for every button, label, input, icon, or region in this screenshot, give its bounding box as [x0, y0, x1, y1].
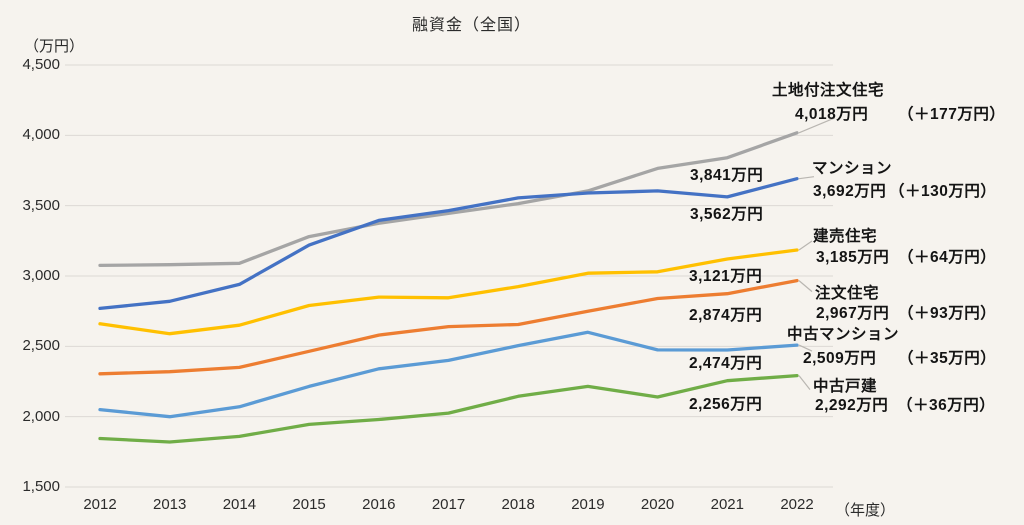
- series-label-chumon: 注文住宅: [815, 285, 880, 302]
- series-diff-chuko-kodate: （＋36万円）: [897, 397, 996, 414]
- series-diff-chuko-mansion: （＋35万円）: [898, 350, 997, 367]
- series-2022-value-tochitsuki: 4,018万円: [795, 106, 869, 123]
- x-tick-label: 2017: [431, 496, 466, 513]
- series-diff-chumon: （＋93万円）: [898, 305, 997, 322]
- series-2022-value-chumon: 2,967万円: [816, 305, 890, 322]
- series-line-マンション: [98, 177, 799, 311]
- series-line-注文住宅: [98, 278, 799, 376]
- y-axis-unit-label: （万円）: [24, 38, 85, 55]
- y-tick-label: 2,000: [22, 407, 60, 425]
- x-tick-label: 2022: [780, 496, 814, 513]
- x-axis-unit-label: （年度）: [835, 502, 896, 519]
- series-2022-value-mansion: 3,692万円: [813, 183, 887, 200]
- series-label-chuko-kodate: 中古戸建: [813, 378, 878, 395]
- y-tick-label: 2,500: [22, 337, 60, 355]
- annotation-leader-line: [798, 280, 813, 293]
- x-tick-label: 2021: [710, 496, 744, 513]
- x-tick-label: 2015: [292, 496, 326, 513]
- series-2021-value-tochitsuki: 3,841万円: [690, 167, 764, 184]
- series-diff-tochitsuki: （＋177万円）: [898, 106, 1006, 123]
- annotation-leader-line: [798, 117, 836, 134]
- x-tick-label: 2018: [501, 496, 535, 513]
- series-2022-value-chuko-kodate: 2,292万円: [815, 397, 889, 414]
- x-tick-label: 2019: [571, 496, 605, 513]
- series-2021-value-chuko-kodate: 2,256万円: [689, 396, 763, 413]
- series-2021-value-chumon: 2,874万円: [689, 307, 763, 324]
- x-tick-label: 2014: [222, 496, 257, 513]
- series-label-mansion: マンション: [812, 160, 893, 177]
- annotation-leader-line: [798, 240, 813, 251]
- series-2021-value-mansion: 3,562万円: [690, 206, 764, 223]
- series-diff-mansion: （＋130万円）: [889, 183, 997, 200]
- series-2021-value-tateuri: 3,121万円: [689, 268, 763, 285]
- y-tick-label: 3,500: [22, 196, 60, 214]
- series-2022-value-tateuri: 3,185万円: [816, 249, 890, 266]
- series-diff-tateuri: （＋64万円）: [898, 249, 997, 266]
- annotation-leader-line: [798, 176, 815, 180]
- y-tick-label: 3,000: [22, 267, 60, 284]
- chart-title: 融資金（全国）: [412, 17, 532, 34]
- x-tick-label: 2012: [83, 496, 117, 513]
- series-line-土地付注文住宅: [98, 131, 799, 268]
- series-line-中古戸建: [98, 373, 799, 444]
- y-tick-label: 4,500: [22, 56, 60, 73]
- x-tick-label: 2020: [640, 496, 675, 513]
- annotation-leader-line: [798, 375, 811, 390]
- series-line-建売住宅: [98, 248, 799, 336]
- annotation-leader-line: [798, 344, 813, 352]
- series-label-chuko-mansion: 中古マンション: [787, 326, 900, 343]
- x-tick-label: 2013: [153, 496, 187, 513]
- series-label-tochitsuki: 土地付注文住宅: [772, 82, 885, 99]
- series-label-tateuri: 建売住宅: [813, 228, 878, 245]
- series-2021-value-chuko-mansion: 2,474万円: [689, 355, 763, 372]
- y-tick-label: 4,000: [22, 126, 60, 144]
- x-tick-label: 2016: [362, 496, 396, 513]
- series-2022-value-chuko-mansion: 2,509万円: [803, 350, 877, 367]
- series-line-中古マンション: [98, 330, 799, 419]
- y-tick-label: 1,500: [22, 478, 60, 495]
